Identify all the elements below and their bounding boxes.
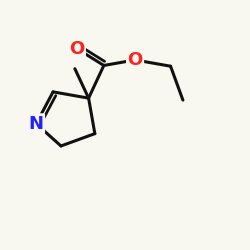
Text: O: O: [69, 40, 84, 58]
Text: N: N: [29, 115, 44, 133]
Text: O: O: [128, 51, 143, 69]
